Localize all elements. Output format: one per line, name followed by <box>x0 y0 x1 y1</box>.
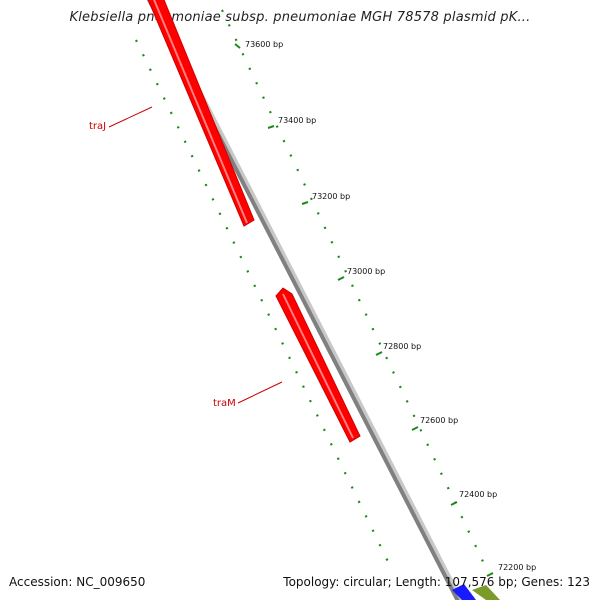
gene-bar-traJ-highlight <box>153 0 248 224</box>
gene-bar-traJ[interactable] <box>144 0 255 227</box>
gene-label-traJ[interactable]: traJ <box>89 121 106 132</box>
tick-label: 73000 bp <box>347 267 385 276</box>
tick-72200: 72200 bp <box>486 563 536 577</box>
tick-72600: 72600 bp <box>411 416 458 431</box>
gene-bar-green-edge[interactable] <box>472 585 500 600</box>
gene-bar-traM-highlight <box>282 293 354 439</box>
topology-summary: Topology: circular; Length: 107,576 bp; … <box>283 575 590 589</box>
gene-bar-blue-edge[interactable] <box>452 584 476 600</box>
tick-label: 72200 bp <box>498 563 536 572</box>
tick-73600: 73600 bp <box>234 40 283 49</box>
label-pointer-traM <box>237 381 283 404</box>
tick-label: 72800 bp <box>383 342 421 351</box>
tick-73200: 73200 bp <box>301 192 350 205</box>
tick-73400: 73400 bp <box>267 116 316 129</box>
label-pointer-traJ <box>108 106 153 128</box>
tick-label: 72600 bp <box>420 416 458 425</box>
tick-73000: 73000 bp <box>337 267 385 281</box>
tick-72400: 72400 bp <box>450 490 497 506</box>
tick-label: 73400 bp <box>278 116 316 125</box>
inner-scale-dots <box>135 39 393 571</box>
accession-label: Accession: NC_009650 <box>9 575 146 589</box>
tick-label: 73200 bp <box>312 192 350 201</box>
outer-scale-dots <box>221 9 487 569</box>
tick-label: 72400 bp <box>459 490 497 499</box>
tick-72800: 72800 bp <box>375 342 421 356</box>
map-title: Klebsiella pneumoniae subsp. pneumoniae … <box>69 10 531 25</box>
tick-label: 73600 bp <box>245 40 283 49</box>
gene-label-traM[interactable]: traM <box>213 398 236 409</box>
